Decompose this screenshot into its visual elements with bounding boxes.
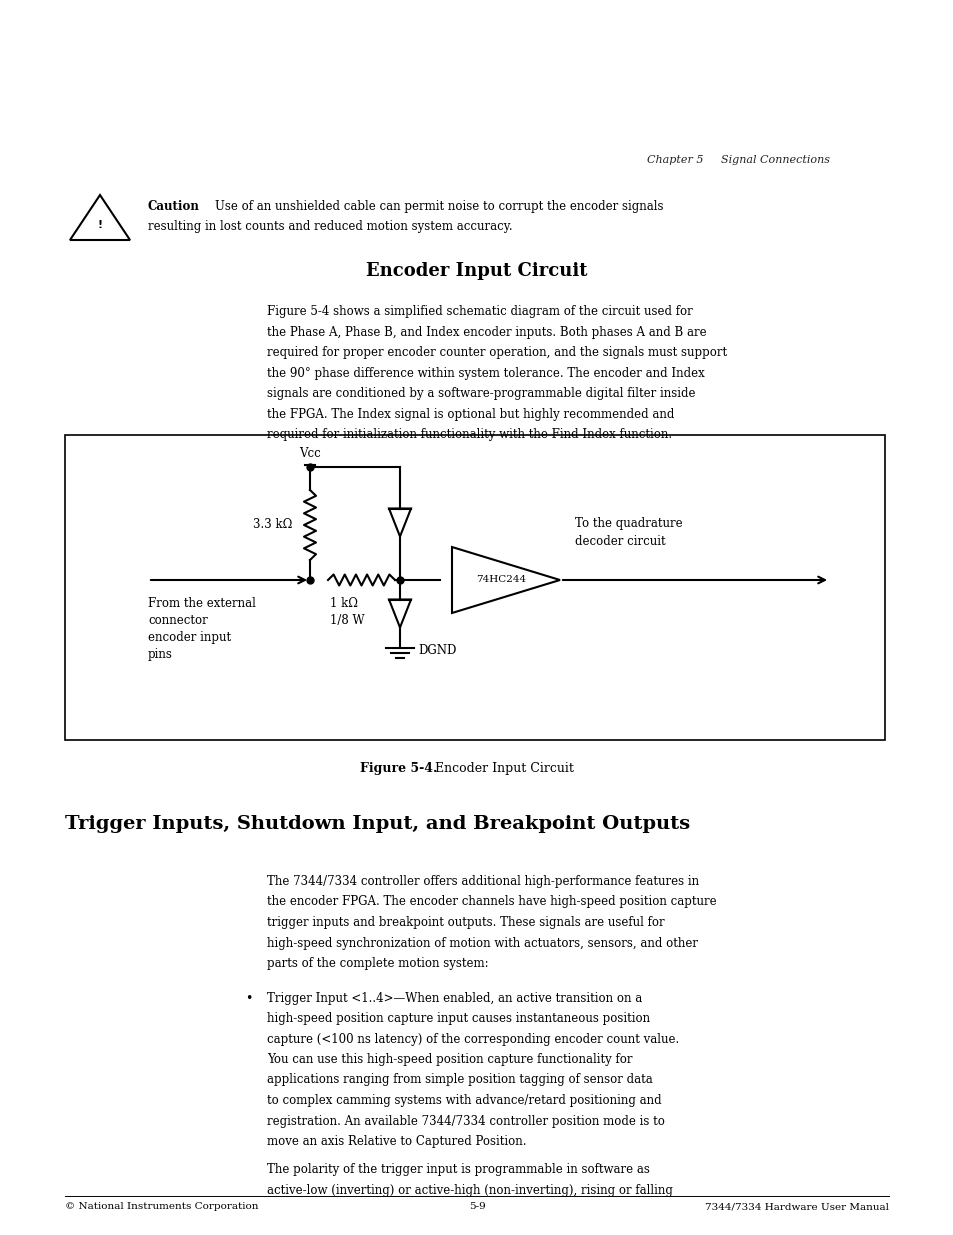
Text: To the quadrature: To the quadrature: [575, 517, 682, 530]
Text: high-speed synchronization of motion with actuators, sensors, and other: high-speed synchronization of motion wit…: [267, 936, 698, 950]
Text: Figure 5-4 shows a simplified schematic diagram of the circuit used for: Figure 5-4 shows a simplified schematic …: [267, 305, 692, 317]
Text: 3.3 kΩ: 3.3 kΩ: [253, 519, 292, 531]
Text: the encoder FPGA. The encoder channels have high-speed position capture: the encoder FPGA. The encoder channels h…: [267, 895, 716, 909]
Bar: [65, 435, 884, 740]
Text: Caution: Caution: [148, 200, 200, 212]
Text: Chapter 5     Signal Connections: Chapter 5 Signal Connections: [646, 156, 829, 165]
Text: the FPGA. The Index signal is optional but highly recommended and: the FPGA. The Index signal is optional b…: [267, 408, 674, 420]
Text: 7344/7334 Hardware User Manual: 7344/7334 Hardware User Manual: [704, 1202, 888, 1212]
Text: Vcc: Vcc: [299, 447, 320, 459]
Text: decoder circuit: decoder circuit: [575, 535, 665, 548]
Text: Figure 5-4.: Figure 5-4.: [359, 762, 436, 776]
Text: required for initialization functionality with the Find Index function.: required for initialization functionalit…: [267, 429, 672, 441]
Text: © National Instruments Corporation: © National Instruments Corporation: [65, 1202, 258, 1212]
Text: applications ranging from simple position tagging of sensor data: applications ranging from simple positio…: [267, 1073, 652, 1087]
Text: registration. An available 7344/7334 controller position mode is to: registration. An available 7344/7334 con…: [267, 1114, 664, 1128]
Text: From the external: From the external: [148, 597, 255, 610]
Text: !: !: [97, 220, 103, 230]
Text: move an axis Relative to Captured Position.: move an axis Relative to Captured Positi…: [267, 1135, 526, 1149]
Text: 5-9: 5-9: [468, 1202, 485, 1212]
Text: •: •: [245, 992, 253, 1005]
Text: required for proper encoder counter operation, and the signals must support: required for proper encoder counter oper…: [267, 346, 726, 359]
Text: 1 kΩ: 1 kΩ: [330, 597, 357, 610]
Text: The 7344/7334 controller offers additional high-performance features in: The 7344/7334 controller offers addition…: [267, 876, 699, 888]
Text: Encoder Input Circuit: Encoder Input Circuit: [366, 262, 587, 280]
Text: Trigger Inputs, Shutdown Input, and Breakpoint Outputs: Trigger Inputs, Shutdown Input, and Brea…: [65, 815, 689, 832]
Text: capture (<100 ns latency) of the corresponding encoder count value.: capture (<100 ns latency) of the corresp…: [267, 1032, 679, 1046]
Text: the 90° phase difference within system tolerance. The encoder and Index: the 90° phase difference within system t…: [267, 367, 704, 379]
Text: Use of an unshielded cable can permit noise to corrupt the encoder signals: Use of an unshielded cable can permit no…: [214, 200, 662, 212]
Text: signals are conditioned by a software-programmable digital filter inside: signals are conditioned by a software-pr…: [267, 387, 695, 400]
Text: connector: connector: [148, 614, 208, 627]
Text: 1/8 W: 1/8 W: [330, 614, 364, 627]
Text: The polarity of the trigger input is programmable in software as: The polarity of the trigger input is pro…: [267, 1163, 649, 1176]
Text: resulting in lost counts and reduced motion system accuracy.: resulting in lost counts and reduced mot…: [148, 220, 512, 233]
Text: trigger inputs and breakpoint outputs. These signals are useful for: trigger inputs and breakpoint outputs. T…: [267, 916, 664, 929]
Text: You can use this high-speed position capture functionality for: You can use this high-speed position cap…: [267, 1053, 632, 1066]
Text: active-low (inverting) or active-high (non-inverting), rising or falling: active-low (inverting) or active-high (n…: [267, 1183, 672, 1197]
Text: encoder input: encoder input: [148, 631, 231, 643]
Text: to complex camming systems with advance/retard positioning and: to complex camming systems with advance/…: [267, 1094, 661, 1107]
Text: 74HC244: 74HC244: [476, 576, 525, 584]
Text: high-speed position capture input causes instantaneous position: high-speed position capture input causes…: [267, 1011, 649, 1025]
Text: Trigger Input <1..4>—When enabled, an active transition on a: Trigger Input <1..4>—When enabled, an ac…: [267, 992, 641, 1005]
Text: the Phase A, Phase B, and Index encoder inputs. Both phases A and B are: the Phase A, Phase B, and Index encoder …: [267, 326, 706, 338]
Text: DGND: DGND: [417, 645, 456, 657]
Text: pins: pins: [148, 648, 172, 661]
Text: Encoder Input Circuit: Encoder Input Circuit: [435, 762, 574, 776]
Text: parts of the complete motion system:: parts of the complete motion system:: [267, 957, 488, 969]
